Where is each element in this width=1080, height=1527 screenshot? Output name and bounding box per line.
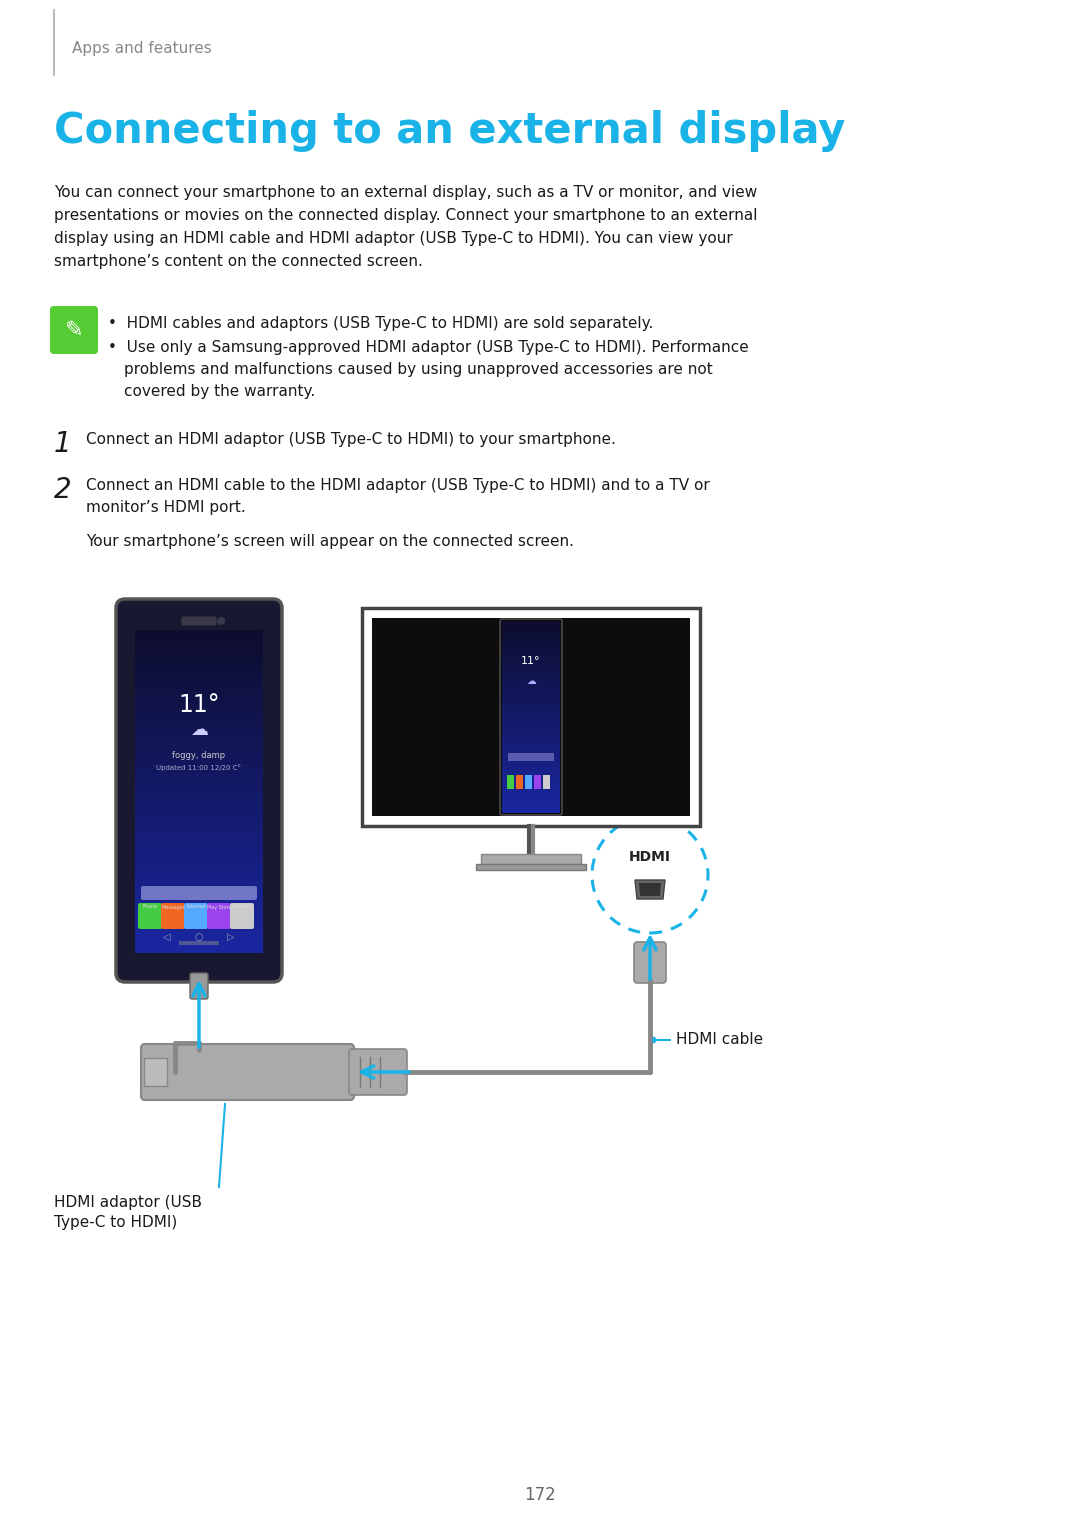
Bar — [516, 776, 523, 789]
FancyBboxPatch shape — [207, 902, 231, 928]
Text: HDMI adaptor (USB: HDMI adaptor (USB — [54, 1196, 202, 1209]
Circle shape — [649, 1037, 657, 1043]
Bar — [476, 864, 586, 870]
Text: Camera: Camera — [232, 904, 252, 910]
Text: presentations or movies on the connected display. Connect your smartphone to an : presentations or movies on the connected… — [54, 208, 757, 223]
FancyBboxPatch shape — [116, 599, 282, 982]
Bar — [507, 776, 514, 789]
FancyBboxPatch shape — [190, 973, 208, 999]
Bar — [543, 776, 550, 789]
Text: 11°: 11° — [522, 657, 541, 666]
FancyBboxPatch shape — [634, 942, 666, 983]
Text: •  Use only a Samsung-approved HDMI adaptor (USB Type-C to HDMI). Performance: • Use only a Samsung-approved HDMI adapt… — [108, 341, 748, 354]
Text: 172: 172 — [524, 1486, 556, 1504]
Text: Connect an HDMI cable to the HDMI adaptor (USB Type-C to HDMI) and to a TV or: Connect an HDMI cable to the HDMI adapto… — [86, 478, 710, 493]
Text: Type-C to HDMI): Type-C to HDMI) — [54, 1215, 177, 1231]
Text: Connect an HDMI adaptor (USB Type-C to HDMI) to your smartphone.: Connect an HDMI adaptor (USB Type-C to H… — [86, 432, 616, 447]
Text: smartphone’s content on the connected screen.: smartphone’s content on the connected sc… — [54, 253, 423, 269]
Text: covered by the warranty.: covered by the warranty. — [124, 383, 315, 399]
Text: Messages: Messages — [161, 904, 185, 910]
Text: Your smartphone’s screen will appear on the connected screen.: Your smartphone’s screen will appear on … — [86, 534, 573, 550]
Text: monitor’s HDMI port.: monitor’s HDMI port. — [86, 499, 246, 515]
Text: 11°: 11° — [178, 693, 220, 718]
Text: ◁: ◁ — [163, 931, 171, 942]
Text: Play Store: Play Store — [206, 904, 231, 910]
FancyBboxPatch shape — [50, 305, 98, 354]
Bar — [481, 854, 581, 864]
Text: ✎: ✎ — [65, 321, 83, 341]
FancyBboxPatch shape — [161, 902, 185, 928]
Bar — [525, 776, 532, 789]
Bar — [534, 776, 541, 789]
FancyBboxPatch shape — [230, 902, 254, 928]
Text: 2: 2 — [54, 476, 71, 504]
FancyBboxPatch shape — [138, 902, 162, 928]
FancyBboxPatch shape — [184, 902, 208, 928]
Polygon shape — [144, 1058, 167, 1086]
Bar — [179, 941, 219, 945]
FancyBboxPatch shape — [181, 617, 216, 626]
Text: You can connect your smartphone to an external display, such as a TV or monitor,: You can connect your smartphone to an ex… — [54, 185, 757, 200]
Polygon shape — [635, 880, 665, 899]
Bar — [362, 608, 700, 826]
FancyBboxPatch shape — [141, 1044, 354, 1099]
Text: Apps and features: Apps and features — [72, 41, 212, 55]
Text: Phone: Phone — [143, 904, 158, 910]
Bar — [372, 618, 690, 815]
Bar — [508, 753, 554, 760]
Text: ☁: ☁ — [526, 676, 536, 686]
Text: ☁: ☁ — [190, 721, 208, 739]
Text: Updated 11:00 12/20 C°: Updated 11:00 12/20 C° — [157, 765, 242, 771]
Text: 1: 1 — [54, 431, 71, 458]
Text: HDMI: HDMI — [629, 851, 671, 864]
Text: display using an HDMI cable and HDMI adaptor (USB Type-C to HDMI). You can view : display using an HDMI cable and HDMI ada… — [54, 231, 732, 246]
Polygon shape — [639, 883, 661, 896]
Text: •  HDMI cables and adaptors (USB Type-C to HDMI) are sold separately.: • HDMI cables and adaptors (USB Type-C t… — [108, 316, 653, 331]
Text: ▷: ▷ — [227, 931, 234, 942]
Text: HDMI cable: HDMI cable — [676, 1032, 764, 1048]
FancyBboxPatch shape — [349, 1049, 407, 1095]
Circle shape — [217, 617, 225, 625]
Text: problems and malfunctions caused by using unapproved accessories are not: problems and malfunctions caused by usin… — [124, 362, 713, 377]
Text: Connecting to an external display: Connecting to an external display — [54, 110, 846, 153]
Text: ○: ○ — [194, 931, 203, 942]
FancyBboxPatch shape — [141, 886, 257, 899]
Text: foggy, damp: foggy, damp — [173, 750, 226, 759]
Text: Internet: Internet — [186, 904, 206, 910]
